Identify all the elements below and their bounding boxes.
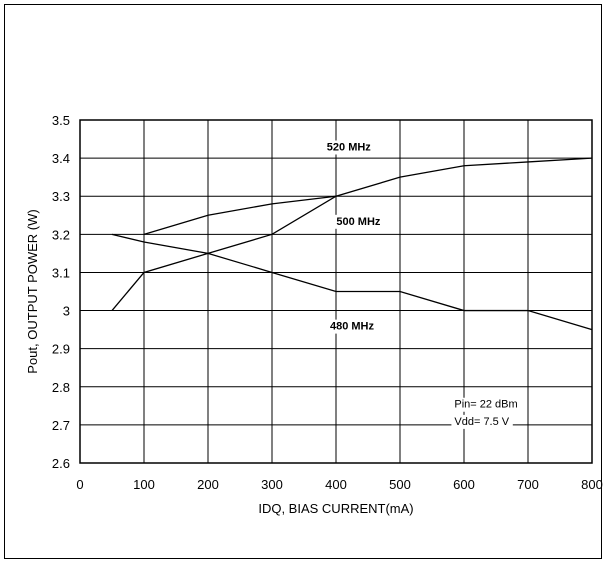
series-label-520mhz: 520 MHz bbox=[327, 141, 372, 153]
annotation-pin: Pin= 22 dBm bbox=[454, 399, 517, 411]
x-tick-label: 200 bbox=[197, 477, 219, 492]
y-tick-label: 3.4 bbox=[52, 151, 70, 166]
x-tick-label: 500 bbox=[389, 477, 411, 492]
y-tick-label: 3 bbox=[63, 304, 70, 319]
x-tick-label: 600 bbox=[453, 477, 475, 492]
y-tick-label: 3.2 bbox=[52, 227, 70, 242]
x-tick-labels: 0 100 200 300 400 500 600 700 800 bbox=[76, 477, 602, 492]
series-line-500mhz bbox=[143, 195, 337, 235]
y-tick-label: 2.7 bbox=[52, 418, 70, 433]
x-tick-label: 700 bbox=[517, 477, 539, 492]
y-tick-label: 3.5 bbox=[52, 113, 70, 128]
label-background bbox=[326, 319, 378, 334]
y-tick-label: 2.9 bbox=[52, 342, 70, 357]
x-axis-title: IDQ, BIAS CURRENT(mA) bbox=[258, 501, 413, 516]
y-tick-label: 3.1 bbox=[52, 265, 70, 280]
y-tick-labels: 2.6 2.7 2.8 2.9 3 3.1 3.2 3.3 3.4 3.5 bbox=[52, 113, 70, 471]
label-background bbox=[333, 214, 384, 229]
x-tick-label: 0 bbox=[76, 477, 83, 492]
y-tick-label: 2.6 bbox=[52, 456, 70, 471]
annotation-vdd: Vdd= 7.5 V bbox=[454, 416, 509, 428]
plot-area bbox=[79, 119, 593, 464]
x-tick-label: 300 bbox=[261, 477, 283, 492]
x-tick-label: 100 bbox=[133, 477, 155, 492]
series-lines bbox=[111, 157, 593, 331]
x-tick-label: 800 bbox=[581, 477, 603, 492]
chart-frame bbox=[4, 4, 602, 559]
x-tick-label: 400 bbox=[325, 477, 347, 492]
y-tick-label: 2.8 bbox=[52, 380, 70, 395]
annotation-background bbox=[451, 397, 521, 412]
label-background bbox=[323, 140, 375, 155]
annotation-background bbox=[451, 414, 513, 429]
y-axis-title: Pout, OUTPUT POWER (W) bbox=[25, 209, 40, 373]
series-label-480mhz: 480 MHz bbox=[330, 321, 375, 333]
y-tick-label: 3.3 bbox=[52, 189, 70, 204]
series-line-480mhz bbox=[111, 233, 593, 331]
series-label-500mhz: 500 MHz bbox=[336, 216, 381, 228]
